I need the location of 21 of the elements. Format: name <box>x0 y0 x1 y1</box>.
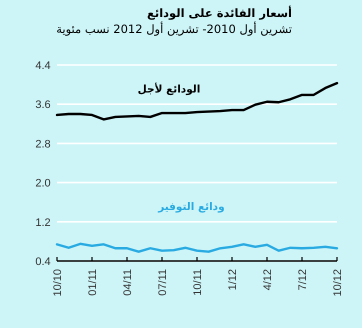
line-series <box>56 82 338 121</box>
chart-subtitle: تشرين أول 2010- تشرين أول 2012 نسب مئوية <box>56 21 292 36</box>
x-tick-label: 1/12 <box>227 269 239 290</box>
y-tick-label: 0.4 <box>35 256 51 268</box>
y-tick-label: 2.0 <box>35 178 51 190</box>
x-tick-label: 4/12 <box>262 269 274 290</box>
line-series <box>56 242 338 253</box>
x-tick-label: 01/11 <box>87 269 99 296</box>
x-tick-label: 7/12 <box>297 269 309 290</box>
y-tick-label: 1.2 <box>35 216 51 229</box>
x-tick-label: 04/11 <box>122 269 134 296</box>
y-tick-label: 2.8 <box>35 138 51 150</box>
y-tick-label: 4.4 <box>35 60 51 72</box>
y-tick-label: 3.6 <box>35 99 51 112</box>
text: ودائع التوفير <box>157 201 225 214</box>
x-tick-label: 07/11 <box>157 269 169 296</box>
x-tick-label: 10/12 <box>332 269 344 297</box>
series-label: الودائع لأجل <box>138 82 200 96</box>
chart-title: أسعار الفائدة على الودائع <box>147 5 292 20</box>
x-tick-label: 10/10 <box>52 269 64 297</box>
x-tick-label: 10/11 <box>192 269 204 296</box>
